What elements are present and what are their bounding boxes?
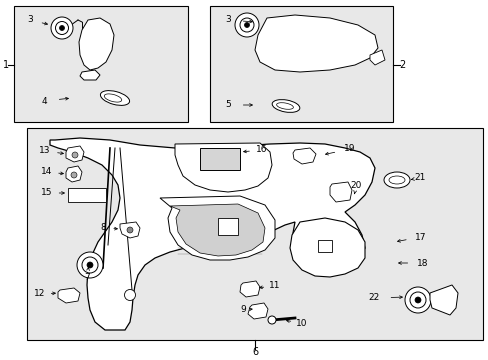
Bar [68,188,106,202]
Circle shape [235,13,259,37]
Text: 5: 5 [224,100,230,109]
Text: 17: 17 [414,233,426,242]
Text: 19: 19 [344,144,355,153]
Text: 3: 3 [224,15,230,24]
Circle shape [72,152,78,158]
Bar [14,6,187,122]
Polygon shape [120,222,140,238]
Polygon shape [79,18,114,70]
Text: 14: 14 [41,167,53,176]
Polygon shape [66,146,84,162]
Polygon shape [58,288,80,303]
Text: 6: 6 [251,347,258,357]
Circle shape [124,289,135,301]
Circle shape [87,262,93,268]
Circle shape [240,18,253,32]
Circle shape [409,292,425,308]
Polygon shape [369,50,384,65]
Circle shape [51,17,73,39]
Text: 18: 18 [416,258,428,267]
Text: 1: 1 [3,60,9,70]
Polygon shape [175,143,271,192]
Polygon shape [254,15,377,72]
Ellipse shape [276,103,293,109]
Text: 22: 22 [367,293,379,302]
Text: 2: 2 [398,60,404,70]
Circle shape [82,257,98,273]
Bar [317,240,331,252]
Ellipse shape [388,176,404,184]
Circle shape [414,297,420,303]
Polygon shape [329,182,351,202]
Circle shape [77,252,103,278]
Bar [200,148,240,170]
Ellipse shape [100,91,129,105]
Circle shape [244,22,249,27]
Polygon shape [160,196,274,260]
Text: 4: 4 [41,96,47,105]
Text: 12: 12 [34,289,45,298]
Text: 3: 3 [27,15,33,24]
Text: 16: 16 [256,145,267,154]
Polygon shape [247,303,267,319]
Polygon shape [80,70,100,80]
Polygon shape [240,281,260,297]
Circle shape [55,22,68,35]
Bar [218,218,238,235]
Text: 9: 9 [240,306,245,315]
Bar [209,6,392,122]
Ellipse shape [104,94,122,102]
Polygon shape [170,204,264,256]
Circle shape [267,316,275,324]
Polygon shape [289,218,364,277]
Text: 11: 11 [269,282,280,291]
Polygon shape [292,148,315,164]
Circle shape [60,26,64,31]
Ellipse shape [272,100,299,112]
Circle shape [404,287,430,313]
Text: 8: 8 [100,224,106,233]
Text: 15: 15 [41,189,53,198]
Polygon shape [429,285,457,315]
Ellipse shape [383,172,409,188]
Polygon shape [50,138,374,330]
Text: 13: 13 [39,147,51,156]
Text: 7: 7 [84,273,90,282]
Polygon shape [66,166,82,182]
Circle shape [127,227,133,233]
Text: 21: 21 [413,174,425,183]
Circle shape [71,172,77,178]
Bar [27,128,482,340]
Text: 20: 20 [349,181,361,190]
Text: 10: 10 [296,319,307,328]
